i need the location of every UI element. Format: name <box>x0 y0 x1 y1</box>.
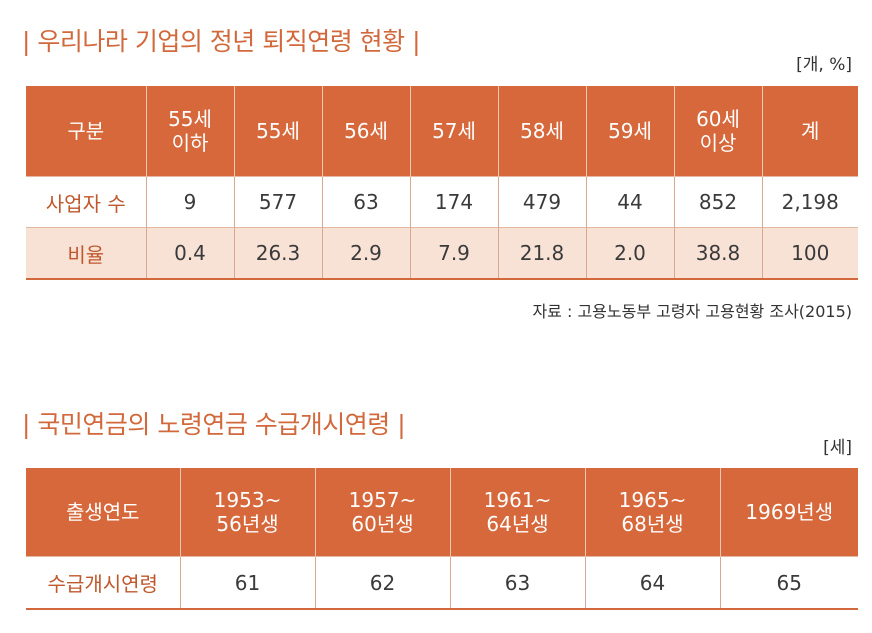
header-55: 55세 <box>233 86 322 177</box>
table-cell: 2.0 <box>585 227 674 279</box>
table-row: 수급개시연령 61 62 63 64 65 <box>26 556 858 609</box>
section1-title: | 우리나라 기업의 정년 퇴직연령 현황 | <box>22 27 421 56</box>
row-label-ratio: 비율 <box>26 227 146 279</box>
table-cell: 64 <box>584 556 720 609</box>
header-1957-60: 1957~ 60년생 <box>314 468 450 557</box>
section2-unit: [세] <box>823 438 852 458</box>
header-total: 계 <box>761 86 858 177</box>
table-header-row: 구분 55세 이하 55세 56세 57세 58세 59세 60세 이상 계 <box>26 86 858 177</box>
table-cell: 0.4 <box>145 227 234 279</box>
header-1965-68: 1965~ 68년생 <box>584 468 720 557</box>
table-header-row: 출생연도 1953~ 56년생 1957~ 60년생 1961~ 64년생 1965~… <box>26 468 858 557</box>
header-58: 58세 <box>497 86 586 177</box>
table-cell: 577 <box>233 176 322 228</box>
table-cell: 2.9 <box>321 227 410 279</box>
header-59: 59세 <box>585 86 674 177</box>
table-cell: 479 <box>497 176 586 228</box>
table-cell: 174 <box>409 176 498 228</box>
table-row: 비율 0.4 26.3 2.9 7.9 21.8 2.0 38.8 100 <box>26 227 858 279</box>
section1-unit: [개, %] <box>796 55 852 75</box>
table-row: 사업자 수 9 577 63 174 479 44 852 2,198 <box>26 176 858 228</box>
table-cell: 62 <box>314 556 450 609</box>
header-55-under: 55세 이하 <box>145 86 234 177</box>
table-cell: 38.8 <box>673 227 762 279</box>
table-cell: 26.3 <box>233 227 322 279</box>
table-cell: 61 <box>179 556 315 609</box>
header-1969: 1969년생 <box>719 468 858 557</box>
header-60-over: 60세 이상 <box>673 86 762 177</box>
table-cell: 7.9 <box>409 227 498 279</box>
header-1953-56: 1953~ 56년생 <box>179 468 315 557</box>
table-cell: 100 <box>761 227 858 279</box>
header-category: 구분 <box>26 86 146 177</box>
header-1961-64: 1961~ 64년생 <box>449 468 585 557</box>
table-cell: 65 <box>719 556 858 609</box>
source-note: 자료 : 고용노동부 고령자 고용현황 조사(2015) <box>532 302 852 321</box>
table-cell: 44 <box>585 176 674 228</box>
table-cell: 852 <box>673 176 762 228</box>
header-56: 56세 <box>321 86 410 177</box>
section2-title: | 국민연금의 노령연금 수급개시연령 | <box>22 410 406 439</box>
pension-age-table: 출생연도 1953~ 56년생 1957~ 60년생 1961~ 64년생 1965~… <box>26 468 858 610</box>
table-cell: 63 <box>449 556 585 609</box>
header-57: 57세 <box>409 86 498 177</box>
table-cell: 21.8 <box>497 227 586 279</box>
table-cell: 63 <box>321 176 410 228</box>
row-label-pension-age: 수급개시연령 <box>26 556 180 609</box>
table-cell: 9 <box>145 176 234 228</box>
retirement-age-table: 구분 55세 이하 55세 56세 57세 58세 59세 60세 이상 계 사업자… <box>26 86 858 280</box>
header-birth-year: 출생연도 <box>26 468 180 557</box>
table-cell: 2,198 <box>761 176 858 228</box>
row-label-businesses: 사업자 수 <box>26 176 146 228</box>
